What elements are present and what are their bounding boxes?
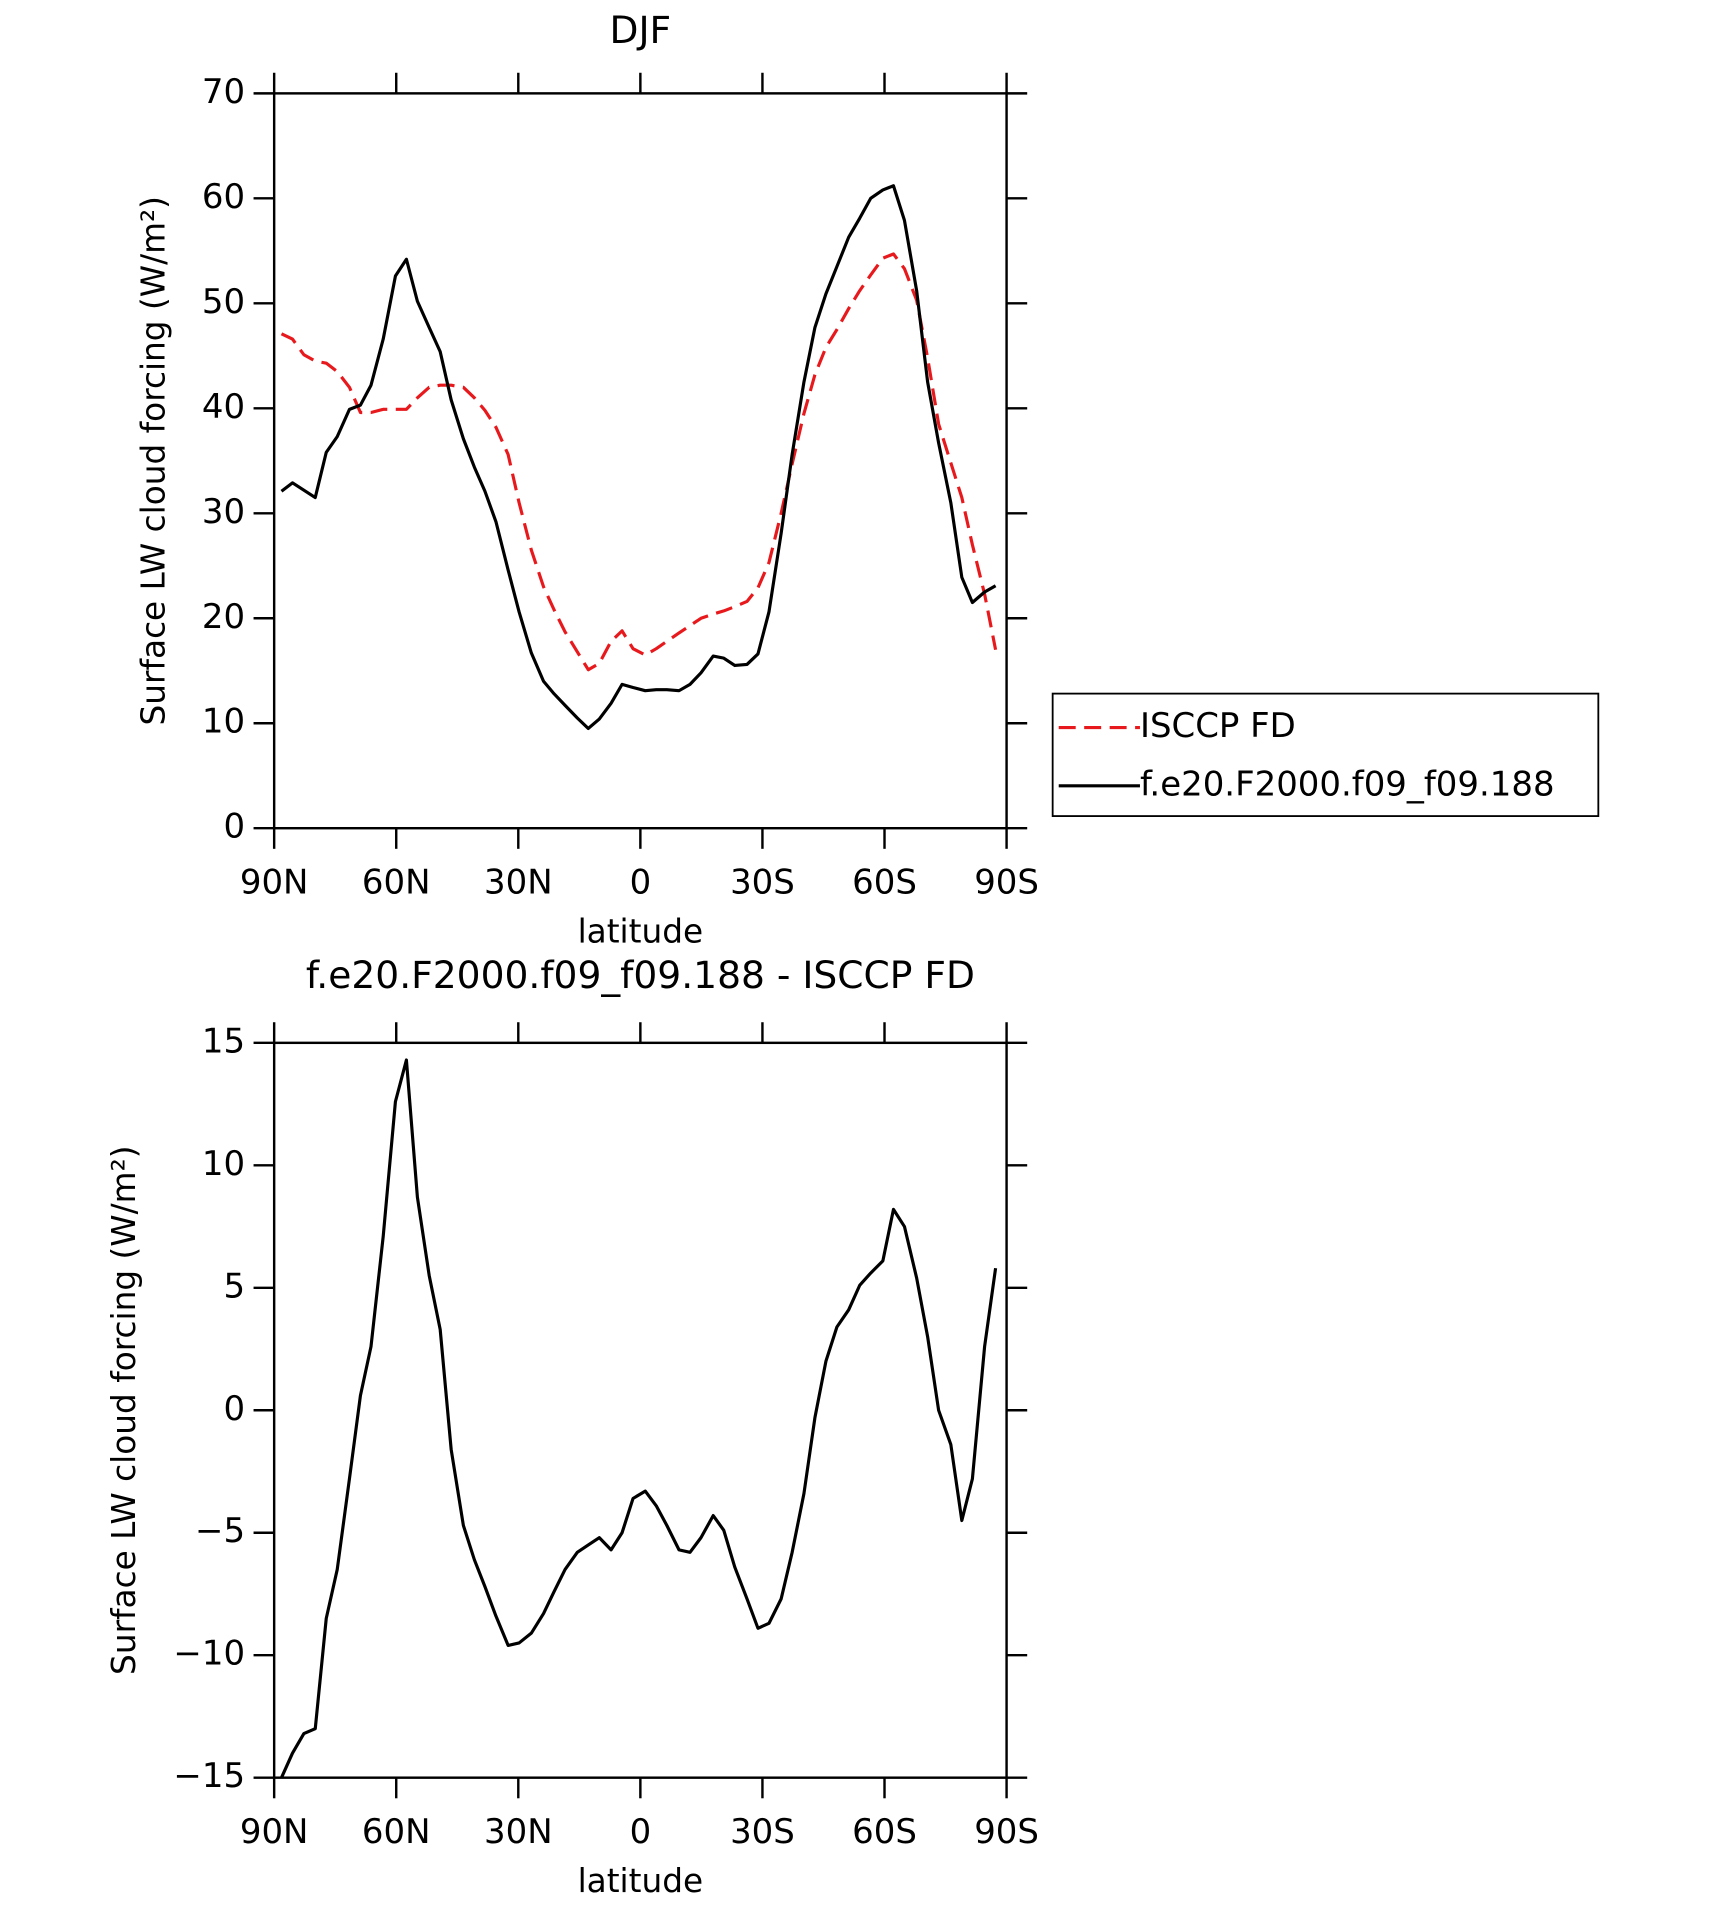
y-tick-label: 60 — [202, 177, 245, 217]
y-tick-label: −5 — [195, 1511, 245, 1551]
x-tick-label: 60N — [362, 862, 431, 902]
data-line — [280, 252, 998, 672]
legend-label: ISCCP FD — [1140, 706, 1296, 746]
y-tick-label: 70 — [202, 72, 245, 112]
x-tick-label: 90N — [240, 1812, 309, 1852]
y-tick-label: 50 — [202, 282, 245, 322]
x-tick-label: 90S — [974, 862, 1039, 902]
y-axis-label: Surface LW cloud forcing (W/m²) — [134, 196, 172, 725]
y-tick-label: 0 — [223, 1389, 245, 1429]
x-tick-label: 90S — [974, 1812, 1039, 1852]
y-tick-label: 20 — [202, 597, 245, 637]
x-tick-label: 30S — [730, 862, 795, 902]
x-axis-label: latitude — [578, 913, 704, 951]
y-tick-label: 30 — [202, 492, 245, 532]
legend-label: f.e20.F2000.f09_f09.188 — [1140, 764, 1555, 804]
x-tick-label: 0 — [630, 862, 652, 902]
plot: f.e20.F2000.f09_f09.188 - ISCCP FD latitu… — [105, 953, 1039, 1900]
x-tick-label: 0 — [630, 1812, 652, 1852]
x-tick-label: 60S — [852, 862, 917, 902]
x-tick-label: 30N — [484, 1812, 553, 1852]
x-tick-label: 30S — [730, 1812, 795, 1852]
x-axis-label: latitude — [578, 1862, 704, 1900]
x-tick-label: 30N — [484, 862, 553, 902]
x-tick-label: 60N — [362, 1812, 431, 1852]
plot: DJF latitude Surface LW cloud forcing (W/m… — [134, 8, 1600, 951]
plot-frame — [272, 1041, 1008, 1779]
y-tick-label: −10 — [173, 1634, 245, 1674]
y-tick-label: 40 — [202, 387, 245, 427]
y-tick-label: 5 — [223, 1266, 245, 1306]
x-tick-label: 60S — [852, 1812, 917, 1852]
y-tick-label: 0 — [223, 807, 245, 847]
y-tick-label: 10 — [202, 702, 245, 742]
chart-title: DJF — [610, 8, 672, 52]
data-line — [280, 184, 997, 731]
x-tick-label: 90N — [240, 862, 309, 902]
y-axis-label: Surface LW cloud forcing (W/m²) — [105, 1146, 143, 1675]
legend-box — [1051, 692, 1600, 817]
chart-title: f.e20.F2000.f09_f09.188 - ISCCP FD — [306, 953, 975, 997]
y-tick-label: 10 — [202, 1144, 245, 1184]
data-line — [280, 1058, 998, 1779]
plot-frame — [272, 92, 1008, 830]
y-tick-label: −15 — [173, 1756, 245, 1796]
y-tick-label: 15 — [202, 1021, 245, 1061]
